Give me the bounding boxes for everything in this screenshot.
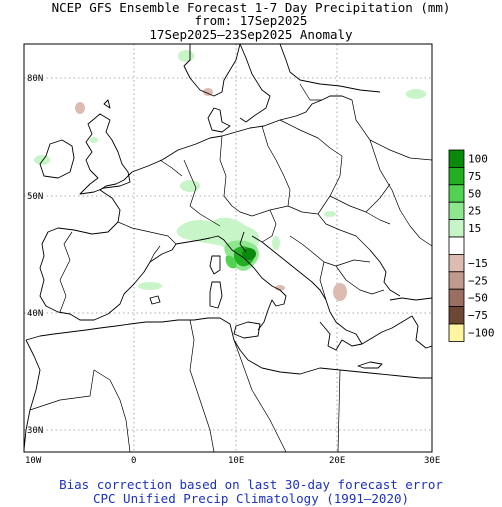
precip-anomaly-shading: [34, 50, 426, 301]
legend-label: −75: [468, 309, 488, 322]
legend-swatch: [448, 288, 465, 308]
map-frame: [23, 43, 433, 453]
map-gridlines: [24, 44, 432, 452]
legend-label: −25: [468, 274, 488, 287]
title-line-2: from: 17Sep2025: [194, 13, 308, 28]
legend-swatch: [448, 201, 465, 220]
legend-label: 15: [468, 222, 481, 235]
lat-label-50n: 50N: [27, 192, 43, 202]
legend-swatch: [448, 219, 465, 238]
footer-line-1: Bias correction based on last 30-day for…: [59, 477, 443, 492]
legend-swatch: [448, 306, 465, 325]
legend-label: −50: [468, 292, 488, 305]
legend-label: 100: [468, 153, 488, 166]
lon-label-10w: 10W: [25, 456, 42, 466]
legend-swatch: [448, 149, 465, 168]
lon-label-30e: 30E: [424, 456, 440, 466]
color-legend: 100 75 50 25 15 −15 −25 −50 −75 −100: [448, 149, 495, 342]
legend-swatch: [448, 271, 465, 290]
legend-label: 25: [468, 205, 481, 218]
footer-line-2: CPC Unified Precip Climatology (1991–202…: [92, 491, 410, 506]
lat-label-80n: 80N: [27, 74, 43, 84]
legend-swatch: [448, 166, 465, 186]
legend-swatch: [448, 323, 465, 342]
lon-tick-labels: 10W 0 10E 20E 30E: [25, 456, 440, 466]
lon-label-20e: 20E: [329, 456, 345, 466]
legend-swatch: [448, 236, 465, 255]
legend-swatch: [448, 184, 465, 203]
map-coastlines: [24, 44, 432, 452]
lat-label-40n: 40N: [27, 309, 43, 319]
title-line-3: 17Sep2025–23Sep2025 Anomaly: [149, 27, 353, 42]
legend-label: 75: [468, 170, 481, 183]
lat-label-30n: 30N: [27, 426, 43, 436]
title-line-1: NCEP GFS Ensemble Forecast 1-7 Day Preci…: [51, 0, 451, 15]
legend-swatch: [448, 253, 465, 273]
lat-tick-labels: 80N 50N 40N 30N: [27, 74, 43, 436]
lon-label-10e: 10E: [228, 456, 244, 466]
legend-label: 50: [468, 187, 481, 200]
lon-label-0: 0: [131, 456, 136, 466]
legend-label: −100: [468, 327, 495, 340]
legend-label: −15: [468, 257, 488, 270]
